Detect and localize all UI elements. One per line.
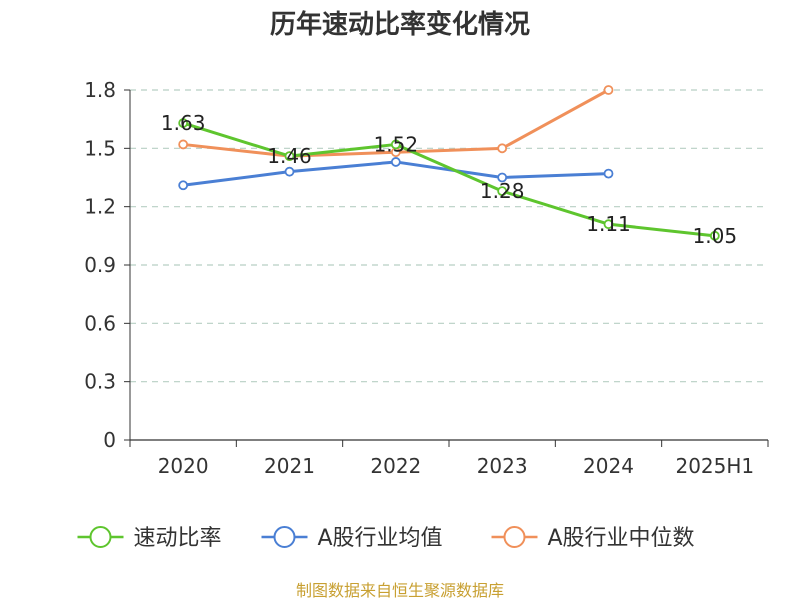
data-point — [497, 186, 508, 197]
data-point — [603, 85, 614, 95]
chart-title: 历年速动比率变化情况 — [270, 9, 530, 40]
data-label: 1.05 — [693, 224, 738, 248]
legend-label: 速动比率 — [134, 526, 222, 551]
legend-swatch-marker — [89, 526, 112, 548]
data-point — [709, 230, 720, 241]
data-point — [284, 151, 295, 162]
legend-item: A股行业均值 — [261, 526, 443, 551]
x-tick-label: 2025H1 — [675, 454, 754, 478]
y-tick-label: 1.8 — [84, 78, 116, 102]
x-tick-label: 2020 — [158, 454, 209, 478]
data-point — [497, 143, 508, 154]
legend-item: A股行业中位数 — [491, 526, 695, 551]
legend-swatch-marker — [273, 526, 296, 548]
y-tick-label: 0 — [103, 428, 116, 452]
data-label: 1.11 — [586, 212, 631, 236]
y-tick-label: 1.5 — [84, 136, 116, 160]
series-line — [182, 121, 715, 238]
x-tick-label: 2022 — [370, 454, 421, 478]
x-tick-label: 2024 — [583, 454, 634, 478]
legend-item: 速动比率 — [77, 526, 222, 551]
y-tick-label: 1.2 — [84, 195, 116, 219]
series-1 — [178, 157, 614, 191]
data-point — [178, 180, 189, 191]
data-point — [390, 157, 401, 167]
series-0 — [178, 118, 720, 241]
grid-layer — [130, 89, 768, 383]
legend-label: A股行业中位数 — [548, 526, 695, 551]
legend-swatch-marker — [503, 526, 526, 548]
series-layer — [178, 85, 720, 241]
x-tick-label: 2021 — [264, 454, 315, 478]
data-label: 1.28 — [480, 179, 525, 203]
data-label: 1.52 — [374, 132, 419, 156]
data-point — [603, 168, 614, 179]
data-point — [284, 166, 295, 177]
data-point — [178, 139, 189, 150]
data-label-layer: 1.63 1.46 1.52 1.28 1.11 1.05 — [161, 111, 737, 248]
y-tick-label: 0.9 — [84, 253, 116, 277]
legend-label: A股行业均值 — [318, 526, 443, 551]
data-point — [178, 118, 189, 128]
data-point — [497, 172, 508, 183]
data-point — [390, 139, 401, 150]
y-tick-label: 0.3 — [84, 370, 116, 394]
x-tick-label: 2023 — [477, 454, 528, 478]
data-label: 1.63 — [161, 111, 206, 135]
legend: 速动比率 A股行业均值 A股行业中位数 — [77, 526, 695, 551]
data-point — [603, 219, 614, 230]
axis-layer: 0 0.3 0.6 0.9 1.2 1.5 1.8 2020 2021 2022 2023 2024 2… — [84, 78, 769, 478]
data-source-note: 制图数据来自恒生聚源数据库 — [296, 581, 504, 600]
y-tick-label: 0.6 — [84, 311, 116, 335]
data-label: 1.46 — [267, 144, 312, 168]
